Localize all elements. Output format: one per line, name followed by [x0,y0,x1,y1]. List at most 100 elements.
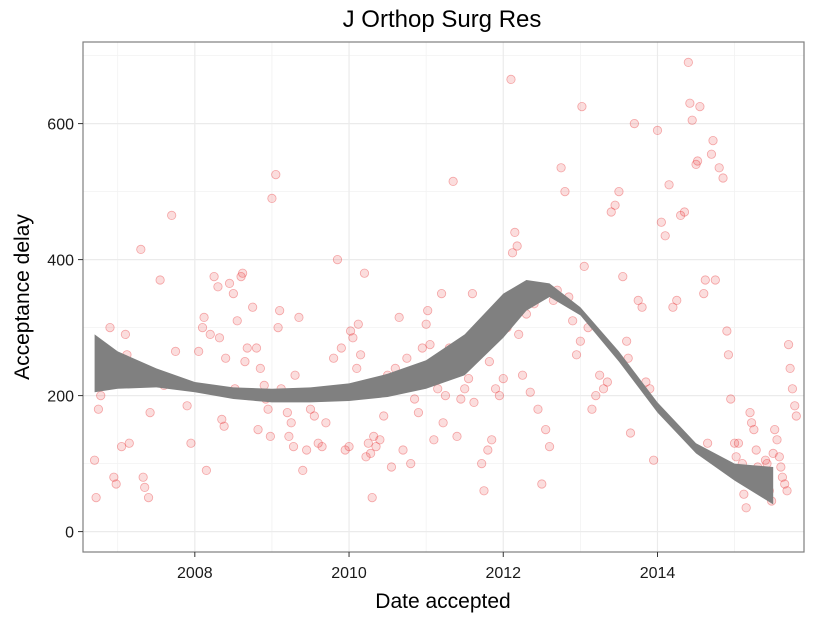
data-point [248,302,258,312]
data-point [251,343,262,353]
data-point [209,271,219,282]
data-point [479,486,489,496]
data-point [213,282,223,292]
data-point [263,404,273,414]
data-point [238,268,248,278]
x-tick-label: 2014 [640,565,676,582]
data-point [359,268,370,278]
data-point [525,387,535,397]
data-point [649,455,659,465]
data-point [371,441,381,452]
data-point [232,316,242,326]
data-point [774,452,784,462]
data-point [425,339,435,350]
data-point [423,305,433,316]
y-tick-label: 600 [47,117,74,134]
data-point [375,435,385,445]
data-point [652,125,663,135]
data-point [436,288,447,299]
data-point [116,441,127,452]
data-point [575,336,585,346]
data-point [199,312,209,322]
data-point [483,445,493,455]
data-point [438,418,448,428]
data-point [676,210,686,220]
data-point [687,115,697,125]
data-point [683,57,693,68]
data-point [731,452,741,462]
data-point [745,407,755,418]
data-point [672,295,682,305]
data-point [782,486,792,496]
data-point [309,411,319,421]
data-point [255,363,265,373]
data-point [622,336,632,346]
data-point [217,414,227,424]
data-point [691,159,701,169]
data-point [145,407,155,418]
data-point [267,193,277,203]
data-point [614,187,624,197]
data-point [579,261,589,271]
data-point [749,424,759,435]
data-point [413,407,424,418]
data-point [625,428,636,438]
data-point [240,356,250,367]
data-point [182,401,192,411]
x-tick-label: 2008 [177,565,213,582]
data-point [271,170,281,180]
data-point [729,438,740,448]
data-point [219,421,229,431]
data-point [386,462,397,472]
data-point [668,302,678,312]
data-point [577,102,587,112]
chart-title: J Orthop Surg Res [343,6,542,33]
data-point [791,411,801,421]
data-point [741,503,751,513]
data-point [421,319,431,329]
data-point [344,441,354,452]
data-point [197,322,208,333]
data-point [275,305,285,316]
data-point [610,200,620,210]
data-point [398,445,408,455]
data-point [685,98,695,108]
data-point [467,288,478,299]
data-point [363,438,373,448]
data-point [369,431,379,441]
data-point [394,312,404,322]
data-point [366,448,376,458]
y-axis-title: Acceptance delay [11,214,34,380]
data-point [770,424,780,435]
data-point [498,373,508,384]
data-point [340,445,350,455]
data-point [664,180,674,190]
data-point [433,384,443,394]
data-point [718,173,728,183]
data-point [746,418,757,428]
data-point [751,445,761,455]
data-point [714,163,724,173]
data-point [367,492,377,503]
data-point [544,441,555,452]
data-point [777,472,788,482]
data-point [332,255,343,265]
data-point [294,312,304,322]
data-point [591,390,601,401]
data-point [379,411,389,421]
data-point [348,333,358,343]
data-point [120,329,131,339]
data-point [143,492,154,503]
data-point [494,390,505,401]
data-point [140,482,150,492]
data-point [507,248,518,258]
y-tick-label: 0 [65,525,74,542]
data-point [194,346,204,356]
data-point [490,384,501,394]
data-point [699,288,709,299]
data-point [345,326,356,336]
data-point [290,370,300,380]
data-point [91,492,101,503]
data-point [336,343,346,353]
